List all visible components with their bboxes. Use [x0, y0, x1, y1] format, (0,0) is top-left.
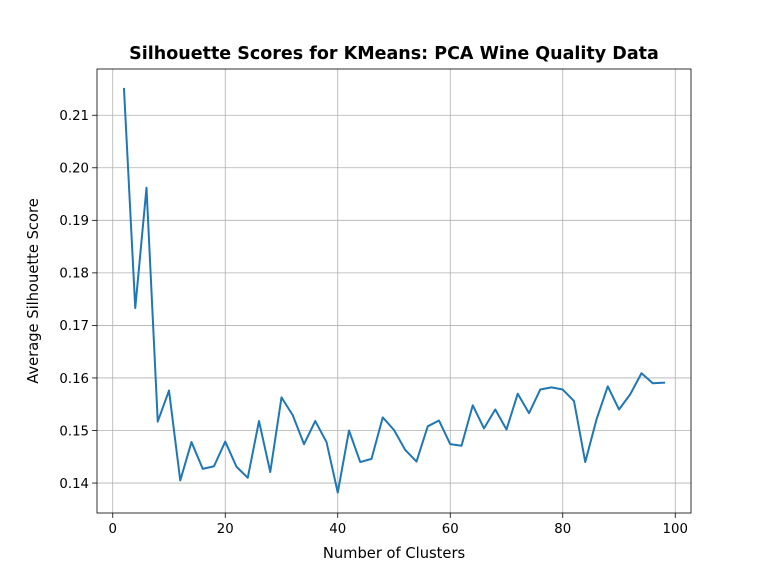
y-tick-label: 0.17 [59, 319, 89, 334]
y-tick-label: 0.20 [59, 162, 89, 177]
x-tick-label: 20 [217, 522, 234, 537]
x-tick-label: 100 [663, 522, 688, 537]
y-gridlines [97, 114, 691, 484]
x-tick-label: 40 [329, 522, 346, 537]
x-axis-ticks: 0 20 40 60 80 100 [109, 513, 688, 537]
x-axis-label: Number of Clusters [323, 545, 465, 562]
x-tick-label: 60 [442, 522, 459, 537]
y-axis-label: Average Silhouette Score [25, 198, 42, 383]
x-tick-label: 80 [554, 522, 571, 537]
plot-frame [96, 68, 692, 514]
y-tick-label: 0.15 [59, 424, 89, 439]
series-group [122, 87, 666, 494]
x-tick-label: 0 [109, 522, 117, 537]
y-tick-label: 0.18 [59, 267, 89, 282]
y-tick-label: 0.21 [59, 109, 89, 124]
y-tick-label: 0.19 [59, 214, 89, 229]
x-gridlines [112, 69, 676, 513]
y-tick-label: 0.14 [59, 477, 89, 492]
series-line [122, 87, 666, 494]
y-tick-label: 0.16 [59, 372, 89, 387]
chart-title: Silhouette Scores for KMeans: PCA Wine Q… [129, 44, 659, 64]
y-axis-ticks: 0.14 0.15 0.16 0.17 0.18 0.19 0.20 0.21 [59, 109, 97, 492]
